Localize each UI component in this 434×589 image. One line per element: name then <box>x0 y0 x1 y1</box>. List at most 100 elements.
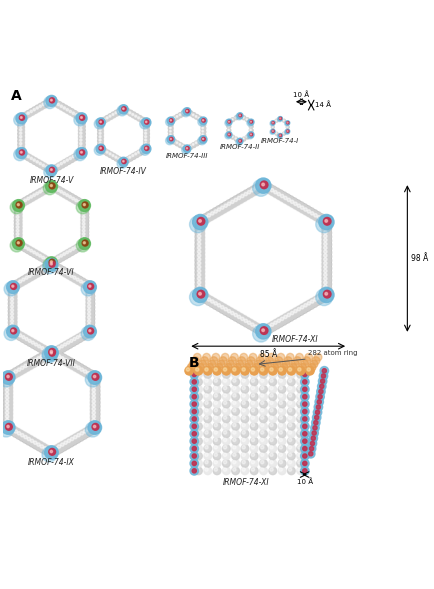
Circle shape <box>205 416 208 419</box>
Circle shape <box>324 262 327 265</box>
Circle shape <box>170 127 173 130</box>
Circle shape <box>324 239 327 241</box>
Circle shape <box>9 300 17 307</box>
Circle shape <box>24 275 31 283</box>
Circle shape <box>195 115 197 117</box>
Circle shape <box>260 468 264 471</box>
Circle shape <box>208 210 216 217</box>
Circle shape <box>250 385 258 393</box>
Circle shape <box>10 426 18 435</box>
Circle shape <box>270 368 273 371</box>
Circle shape <box>76 336 83 342</box>
Circle shape <box>182 108 190 117</box>
Circle shape <box>246 319 254 328</box>
Circle shape <box>75 246 81 252</box>
Circle shape <box>100 147 105 151</box>
Circle shape <box>62 159 67 164</box>
Circle shape <box>0 372 13 387</box>
Circle shape <box>204 401 211 408</box>
Circle shape <box>322 268 331 276</box>
Circle shape <box>195 245 202 252</box>
Circle shape <box>279 118 281 120</box>
Circle shape <box>33 269 39 275</box>
Circle shape <box>219 204 228 213</box>
Circle shape <box>56 102 62 108</box>
Circle shape <box>77 151 82 156</box>
Circle shape <box>138 117 140 119</box>
Circle shape <box>66 360 73 368</box>
Circle shape <box>76 112 81 117</box>
Circle shape <box>88 323 95 329</box>
Circle shape <box>325 237 332 244</box>
Circle shape <box>81 221 88 228</box>
Circle shape <box>79 241 85 247</box>
Circle shape <box>24 199 30 205</box>
Circle shape <box>238 114 241 117</box>
Circle shape <box>37 253 44 260</box>
Circle shape <box>223 452 230 460</box>
Circle shape <box>30 157 33 160</box>
Circle shape <box>16 209 19 211</box>
Circle shape <box>122 107 127 112</box>
Circle shape <box>263 182 270 189</box>
Circle shape <box>141 117 145 122</box>
Circle shape <box>80 146 82 148</box>
Circle shape <box>16 366 24 375</box>
Circle shape <box>53 164 59 170</box>
Circle shape <box>322 257 329 264</box>
Circle shape <box>6 422 9 426</box>
Circle shape <box>83 218 89 224</box>
Circle shape <box>198 238 205 245</box>
Circle shape <box>189 145 193 149</box>
Circle shape <box>92 415 95 418</box>
Circle shape <box>8 327 15 333</box>
Circle shape <box>99 139 101 141</box>
Circle shape <box>73 338 80 345</box>
Circle shape <box>56 189 62 195</box>
Circle shape <box>239 140 242 142</box>
Circle shape <box>242 409 245 412</box>
Circle shape <box>223 445 230 452</box>
Circle shape <box>33 359 40 366</box>
Circle shape <box>143 145 148 149</box>
Circle shape <box>11 426 18 434</box>
Circle shape <box>24 244 30 250</box>
Circle shape <box>54 446 58 450</box>
Circle shape <box>202 127 204 129</box>
Circle shape <box>233 386 236 390</box>
Circle shape <box>301 360 309 368</box>
Circle shape <box>272 130 275 133</box>
Circle shape <box>170 138 174 142</box>
Circle shape <box>72 111 77 115</box>
Circle shape <box>217 302 224 309</box>
Circle shape <box>171 119 174 123</box>
Circle shape <box>195 257 202 264</box>
Circle shape <box>203 138 204 140</box>
Circle shape <box>75 199 77 201</box>
Circle shape <box>24 199 26 201</box>
Circle shape <box>102 117 106 122</box>
Circle shape <box>182 112 184 114</box>
Circle shape <box>103 118 108 123</box>
Circle shape <box>62 252 69 259</box>
Circle shape <box>233 379 236 382</box>
Text: 98 Å: 98 Å <box>411 254 428 263</box>
Circle shape <box>53 448 61 455</box>
Circle shape <box>298 453 301 456</box>
Circle shape <box>322 221 331 230</box>
Circle shape <box>63 269 70 275</box>
Circle shape <box>81 218 88 224</box>
Circle shape <box>11 301 17 307</box>
Circle shape <box>228 134 231 137</box>
Circle shape <box>115 112 119 116</box>
Circle shape <box>11 372 18 379</box>
Circle shape <box>282 314 291 322</box>
Circle shape <box>41 257 46 263</box>
Circle shape <box>8 300 15 307</box>
Circle shape <box>24 246 26 249</box>
Circle shape <box>13 332 20 339</box>
Circle shape <box>260 459 267 467</box>
Circle shape <box>309 434 318 442</box>
Circle shape <box>53 259 59 264</box>
Circle shape <box>15 235 22 241</box>
